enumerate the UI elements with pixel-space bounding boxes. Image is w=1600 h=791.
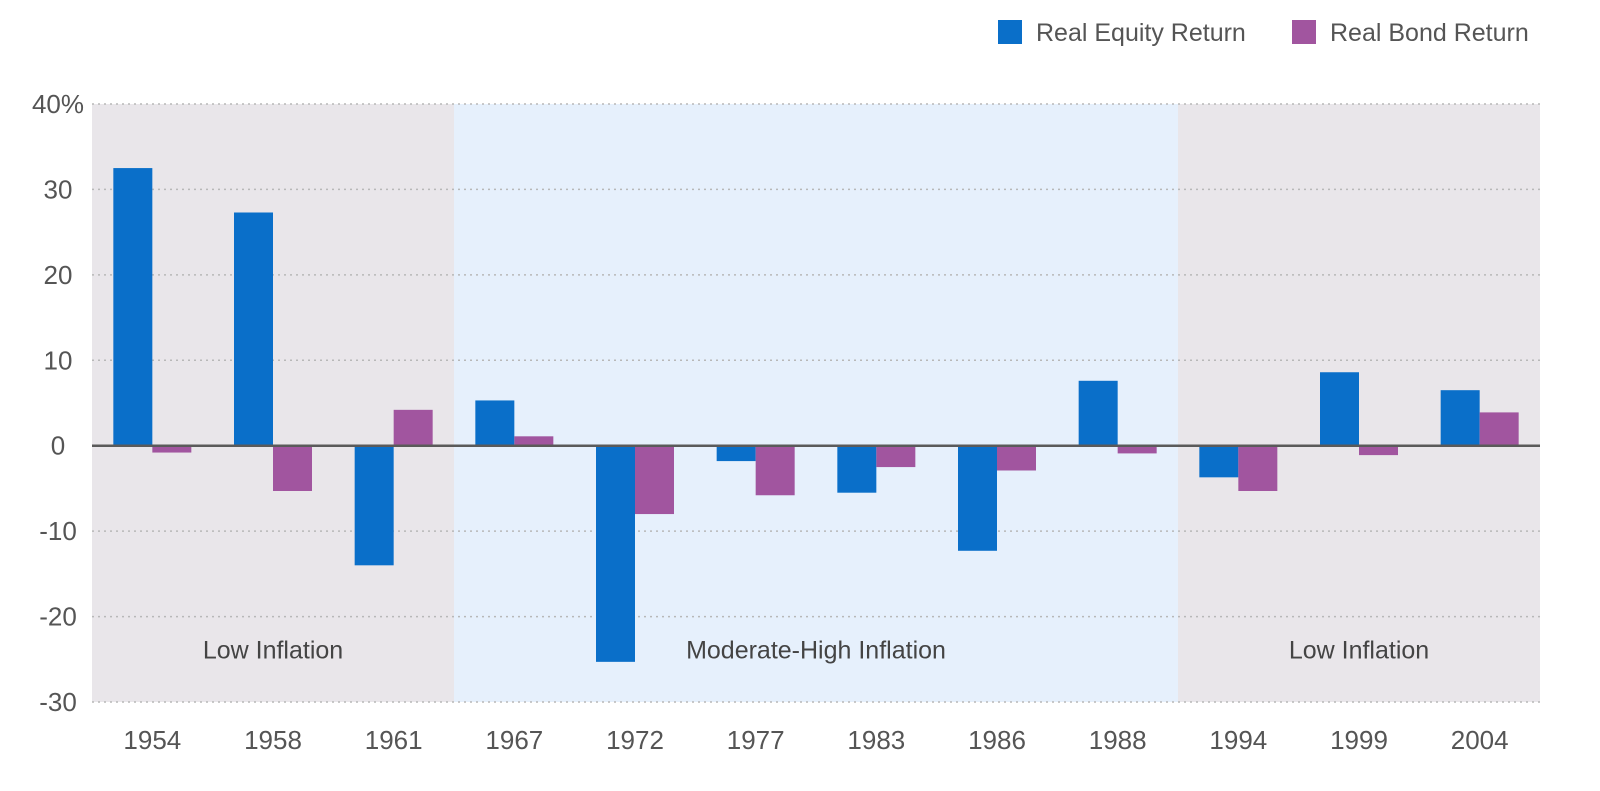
x-axis-tick-labels: 1954 1958 1961 1967 1972 1977 1983 1986 1988 1994… [123,725,1508,755]
bars [113,168,1519,662]
bar-equity-1967 [475,400,515,446]
bar-equity-1958 [234,212,273,446]
region-3-label: Low Inflation [1289,636,1429,664]
legend: Real Equity Return Real Bond Return [998,19,1529,47]
region-1-label: Low Inflation [203,636,343,664]
y-tick-label: -30 [39,687,77,717]
y-tick-label: 20 [44,260,73,290]
region-2-label: Moderate-High Inflation [686,636,946,664]
bar-equity-1954 [113,168,153,446]
y-tick-label: -20 [39,602,77,632]
x-tick-label: 1958 [244,725,302,755]
bar-equity-1988 [1078,380,1118,446]
y-tick-label: 40% [32,89,84,119]
bar-equity-1986 [958,445,997,551]
bar-bond-1986 [997,445,1036,471]
bar-bond-2004 [1479,412,1519,446]
bar-equity-1983 [837,445,877,493]
region-2-background [454,104,1178,702]
x-tick-label: 2004 [1451,725,1509,755]
bar-equity-1999 [1320,372,1359,446]
bar-equity-2004 [1440,390,1480,446]
bar-equity-1961 [354,445,394,566]
x-tick-label: 1983 [847,725,905,755]
x-tick-label: 1988 [1089,725,1147,755]
bar-bond-1994 [1238,445,1278,491]
bar-bond-1999 [1359,445,1398,456]
bar-equity-1994 [1199,445,1239,478]
x-tick-label: 1999 [1330,725,1388,755]
bar-bond-1977 [755,445,795,496]
bar-bond-1988 [1117,445,1157,454]
y-tick-label: 0 [51,431,65,461]
y-axis-tick-labels: -30 -20 -10 0 10 20 30 40% [32,89,84,717]
bar-bond-1983 [876,445,916,468]
y-tick-label: -10 [39,516,77,546]
x-tick-label: 1994 [1209,725,1267,755]
x-tick-label: 1977 [727,725,785,755]
bar-bond-1972 [635,445,674,515]
x-tick-label: 1967 [485,725,543,755]
bar-equity-1972 [596,445,635,662]
bar-bond-1967 [514,436,554,446]
bar-bond-1961 [393,409,433,446]
legend-swatch-bond [1292,20,1316,44]
legend-label-equity: Real Equity Return [1036,19,1246,47]
x-tick-label: 1986 [968,725,1026,755]
bar-bond-1954 [152,445,192,453]
legend-swatch-equity [998,20,1022,44]
bar-bond-1958 [273,445,312,491]
x-tick-label: 1961 [365,725,423,755]
x-tick-label: 1972 [606,725,664,755]
y-tick-label: 10 [44,345,73,375]
x-tick-label: 1954 [123,725,181,755]
bar-equity-1977 [716,445,756,462]
legend-label-bond: Real Bond Return [1330,19,1529,47]
gridlines [92,103,1540,703]
y-tick-label: 30 [44,174,73,204]
